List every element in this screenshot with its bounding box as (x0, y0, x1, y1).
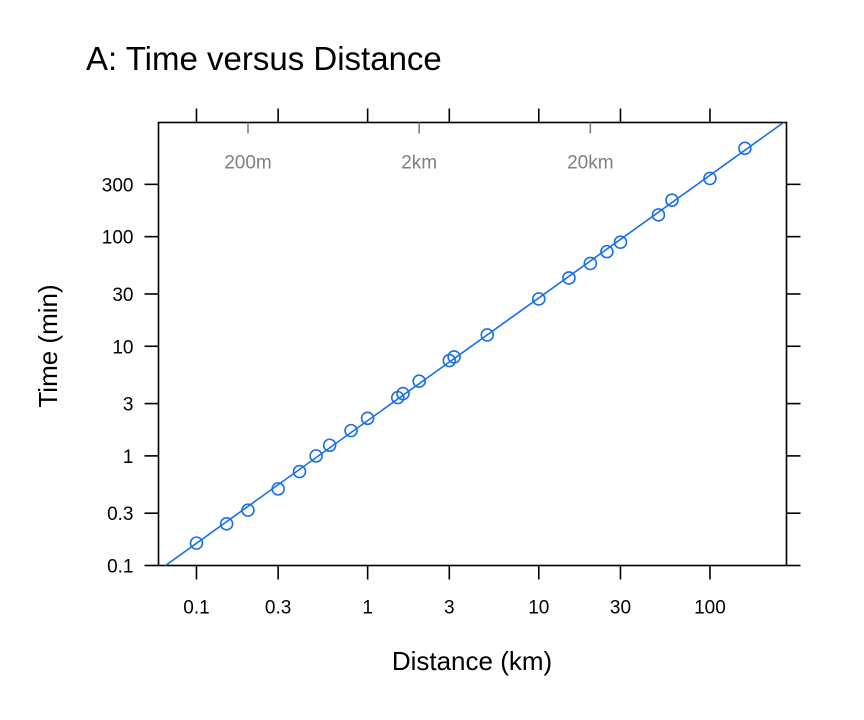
y-tick-label: 0.3 (107, 504, 133, 525)
data-point (447, 350, 461, 364)
data-point (189, 536, 204, 550)
y-tick-label: 3 (123, 395, 134, 416)
data-point (412, 374, 426, 389)
data-point (396, 386, 410, 401)
data-point (480, 328, 495, 342)
annotation-label: 20km (567, 153, 613, 174)
x-tick-label: 0.1 (183, 598, 209, 619)
x-tick-label: 30 (610, 598, 631, 619)
x-tick-label: 0.3 (265, 598, 291, 619)
y-tick-label: 30 (112, 285, 133, 306)
data-points (189, 141, 752, 550)
y-axis-label: Time (min) (33, 284, 63, 407)
data-point (241, 503, 255, 517)
data-point (360, 411, 375, 426)
annotation-label: 2km (401, 153, 437, 174)
y-tick-label: 0.1 (107, 557, 133, 578)
x-tick-label: 10 (528, 598, 549, 619)
annotation-label: 200m (224, 153, 272, 174)
y-tick-label: 300 (102, 175, 134, 196)
y-tick-label: 100 (102, 228, 134, 249)
y-tick-label: 1 (123, 447, 134, 468)
chart-title: A: Time versus Distance (86, 40, 442, 77)
data-point (600, 244, 614, 259)
x-axis-label: Distance (km) (392, 646, 552, 676)
data-point (562, 271, 576, 285)
y-tick-label: 10 (112, 337, 133, 358)
data-point (309, 449, 323, 463)
data-point (665, 193, 679, 208)
plot-frame (157, 121, 788, 567)
x-tick-label: 1 (362, 598, 373, 619)
data-point (219, 517, 234, 531)
data-point (651, 208, 666, 222)
fit-line-group (164, 122, 785, 566)
axis-ticks: 0.1 0.3 1 3 10 30 100 0.1 0.3 1 3 10 30 100 300 (102, 108, 801, 619)
data-point (738, 141, 752, 156)
data-point (531, 292, 546, 306)
fit-line (164, 122, 785, 566)
data-point (292, 464, 307, 479)
data-point (613, 235, 628, 250)
data-point (703, 171, 717, 186)
data-point (322, 438, 337, 453)
top-annotations: 200m 2km 20km (224, 122, 614, 174)
x-tick-label: 100 (694, 598, 726, 619)
data-point (583, 256, 598, 271)
x-tick-label: 3 (444, 598, 455, 619)
data-point (271, 482, 285, 496)
data-point (344, 423, 358, 438)
